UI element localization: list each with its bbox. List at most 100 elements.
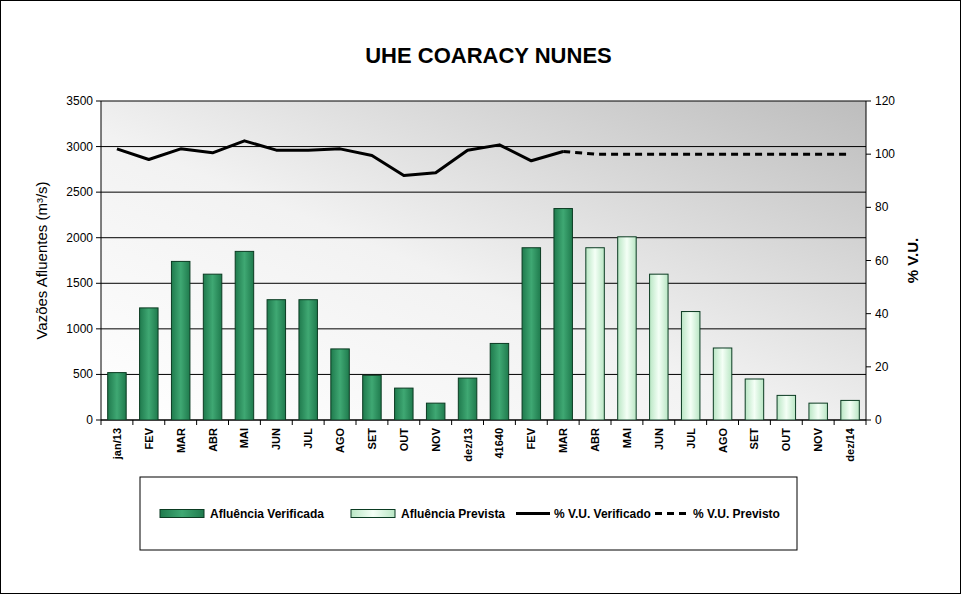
grid-line <box>101 237 866 238</box>
category-tick <box>356 420 357 425</box>
chart: UHE COARACY NUNES05001000150020002500300… <box>0 0 961 594</box>
bar <box>777 395 795 420</box>
bar <box>235 251 253 420</box>
category-label: MAI <box>238 428 250 448</box>
grid-line <box>101 192 866 193</box>
category-tick <box>132 420 133 425</box>
bar <box>140 308 158 420</box>
category-label: jan/13 <box>111 428 123 460</box>
bar <box>554 209 572 420</box>
legend-swatch <box>351 510 395 518</box>
tick <box>96 328 101 329</box>
line <box>117 141 563 176</box>
category-tick <box>579 420 580 425</box>
tick-label: 0 <box>875 413 882 427</box>
category-label: OUT <box>398 428 410 452</box>
legend-label: % V.U. Previsto <box>693 507 780 521</box>
tick <box>96 374 101 375</box>
tick <box>866 101 871 102</box>
category-label: JUL <box>685 428 697 449</box>
category-label: FEV <box>143 427 155 449</box>
category-tick <box>292 420 293 425</box>
category-label: MAI <box>621 428 633 448</box>
category-tick <box>101 420 102 425</box>
category-tick <box>547 420 548 425</box>
legend <box>140 477 797 550</box>
category-label: AGO <box>717 428 729 454</box>
tick <box>96 237 101 238</box>
category-tick <box>770 420 771 425</box>
tick-label: 1500 <box>66 276 93 290</box>
bar <box>395 388 413 420</box>
bar <box>841 400 859 420</box>
legend-label: % V.U. Verificado <box>554 507 651 521</box>
legend-swatch <box>655 512 689 515</box>
plot-area <box>101 101 866 420</box>
tick <box>866 260 871 261</box>
bar <box>713 348 731 420</box>
tick-label: 3500 <box>66 94 93 108</box>
category-tick <box>834 420 835 425</box>
category-tick <box>324 420 325 425</box>
bar <box>809 403 827 420</box>
grid-line <box>101 101 866 102</box>
category-label: JUL <box>302 428 314 449</box>
category-tick <box>387 420 388 425</box>
category-label: AGO <box>334 428 346 454</box>
tick-label: 20 <box>875 360 889 374</box>
tick-label: 120 <box>875 94 895 108</box>
bar <box>458 378 476 420</box>
category-label: JUN <box>653 428 665 450</box>
category-tick <box>483 420 484 425</box>
bar <box>618 237 636 420</box>
category-label: dez/14 <box>844 427 856 462</box>
title: UHE COARACY NUNES <box>365 43 612 68</box>
bar <box>331 349 349 420</box>
category-label: FEV <box>525 427 537 449</box>
category-label: SET <box>366 428 378 450</box>
category-label: NOV <box>430 427 442 452</box>
category-tick <box>866 420 867 425</box>
tick <box>866 313 871 314</box>
axis-line <box>866 101 867 420</box>
category-label: NOV <box>812 427 824 452</box>
tick <box>866 366 871 367</box>
category-tick <box>228 420 229 425</box>
category-label: MAR <box>557 428 569 453</box>
tick-label: 100 <box>875 147 895 161</box>
bar <box>650 274 668 420</box>
category-label: ABR <box>589 428 601 452</box>
frame <box>1 1 961 594</box>
tick-label: 500 <box>73 367 93 381</box>
bar <box>681 312 699 420</box>
tick-label: 0 <box>86 413 93 427</box>
tick-label: 1000 <box>66 322 93 336</box>
category-label: 41640 <box>493 428 505 459</box>
bar <box>522 248 540 420</box>
bar <box>108 373 126 420</box>
legend-swatch <box>516 512 550 515</box>
category-tick <box>515 420 516 425</box>
category-label: MAR <box>175 428 187 453</box>
category-tick <box>196 420 197 425</box>
bar <box>745 379 763 420</box>
category-tick <box>706 420 707 425</box>
bar <box>363 375 381 420</box>
category-label: ABR <box>207 428 219 452</box>
tick <box>866 207 871 208</box>
tick <box>96 146 101 147</box>
category-label: JUN <box>270 428 282 450</box>
bar <box>490 343 508 420</box>
tick <box>866 420 871 421</box>
tick-label: 80 <box>875 200 889 214</box>
category-tick <box>164 420 165 425</box>
tick-label: 2500 <box>66 185 93 199</box>
axis-line <box>101 101 102 420</box>
category-tick <box>642 420 643 425</box>
legend-label: Afluência Prevista <box>401 507 505 521</box>
y2-axis-title: % V.U. <box>904 238 921 283</box>
bar <box>267 300 285 420</box>
bar <box>203 274 221 420</box>
tick <box>96 192 101 193</box>
tick-label: 2000 <box>66 231 93 245</box>
